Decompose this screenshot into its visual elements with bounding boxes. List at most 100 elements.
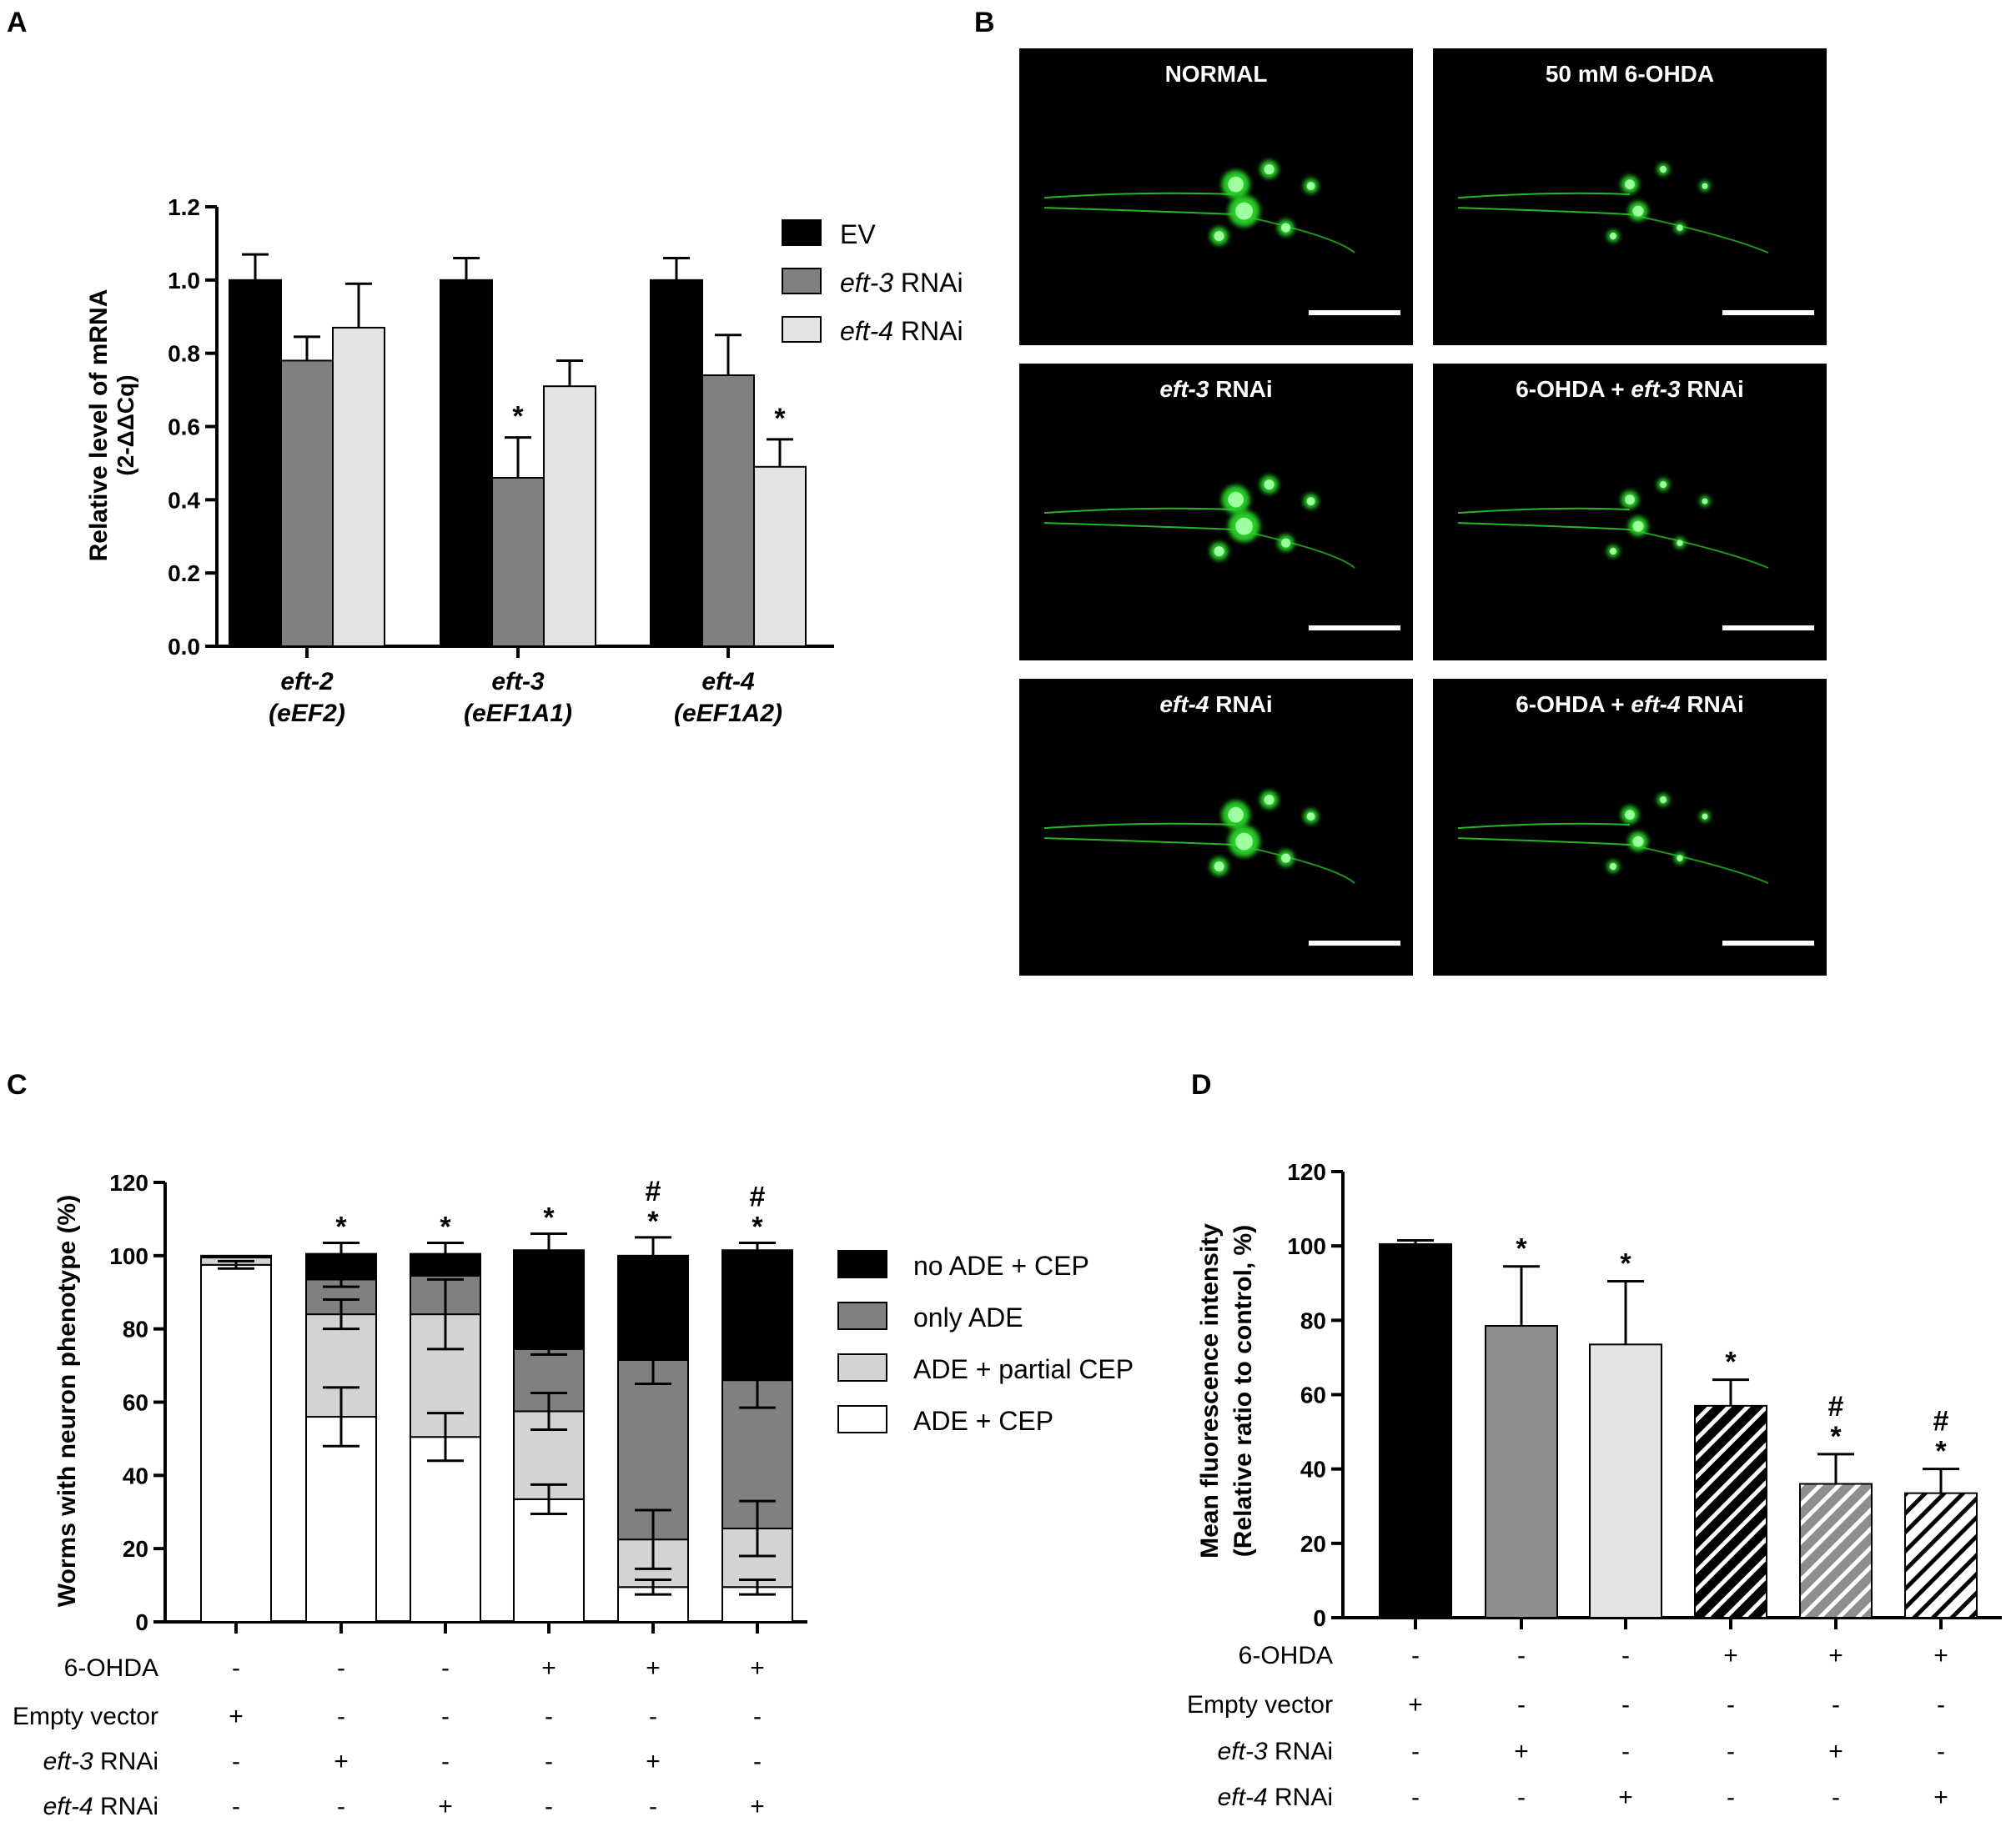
neuron-soma: [1702, 183, 1708, 189]
neuron-process: [1457, 192, 1631, 199]
neuron-process: [1629, 529, 1769, 570]
micrograph-title-suffix: RNAi: [1681, 691, 1744, 717]
neuron-process: [1043, 837, 1236, 846]
neuron-process: [1235, 213, 1355, 253]
c-table-cell: -: [441, 1748, 450, 1775]
neuron-process: [1235, 844, 1355, 884]
neuron-process: [1043, 507, 1236, 514]
c-table-cell: +: [646, 1748, 661, 1775]
c-table-cell: -: [232, 1793, 240, 1820]
c-table-cell: -: [545, 1703, 553, 1730]
d-table-cell: -: [1517, 1784, 1526, 1811]
a-category-sublabel: (eEF1A1): [464, 700, 572, 727]
c-table-row-label: eft-3 RNAi: [43, 1748, 158, 1775]
a-legend-label: eft-3 RNAi: [840, 268, 963, 298]
d-table-row-label-rest: RNAi: [1268, 1784, 1333, 1811]
c-stack-segment: [721, 1586, 793, 1624]
c-y-axis-tick-label: 80: [123, 1317, 148, 1343]
d-y-axis-tick-label: 120: [1287, 1159, 1326, 1185]
c-table-cell: -: [545, 1748, 553, 1775]
a-bar: [650, 279, 703, 647]
neuron-signal: [1043, 475, 1355, 569]
neuron-process: [1457, 207, 1631, 216]
neuron-soma: [1281, 853, 1291, 863]
a-bar: [440, 279, 493, 647]
neuron-soma: [1625, 179, 1635, 190]
neuron-soma: [1632, 205, 1644, 217]
a-bar: [543, 385, 596, 647]
c-stack-segment: [513, 1498, 585, 1623]
micrograph-title-italic: eft-3: [1159, 376, 1209, 402]
c-sig-hash: #: [646, 1176, 661, 1207]
d-sig-star: *: [1725, 1347, 1737, 1378]
c-legend-label: no ADE + CEP: [913, 1251, 1089, 1281]
d-table-cell: -: [1727, 1691, 1735, 1719]
c-sig-star: *: [647, 1206, 659, 1237]
micrograph-title-suffix: RNAi: [1681, 376, 1744, 402]
c-table-cell: -: [753, 1703, 762, 1730]
d-y-label-2: (Relative ratio to control, %): [1229, 1225, 1257, 1557]
a-legend-swatch: [782, 268, 822, 294]
c-table-cell: +: [750, 1654, 765, 1682]
micrograph-title-italic: eft-4: [1159, 691, 1209, 717]
chart-c: 0 20 40 60 80 100 120 Worms with neuron phenoty…: [13, 1170, 1134, 1820]
c-table-cell: -: [337, 1703, 345, 1730]
neuron-soma: [1281, 538, 1291, 548]
c-y-label: Worms with neuron phenotype (%): [53, 1195, 81, 1607]
c-table-cell: +: [750, 1793, 765, 1820]
c-table-row-label: eft-4 RNAi: [43, 1793, 158, 1820]
neuron-soma: [1625, 494, 1635, 505]
a-y-label: Relative level of mRNA: [85, 289, 113, 562]
a-y-axis-tick-label: 0.4: [168, 487, 200, 513]
d-table-cell: -: [1727, 1784, 1735, 1811]
scale-bar: [1309, 310, 1400, 315]
d-table-cell: -: [1411, 1642, 1420, 1669]
a-sig-star: *: [774, 403, 786, 434]
a-category-sublabel: (eEF2): [269, 700, 345, 727]
a-legend-swatch: [782, 316, 822, 343]
neuron-process: [1043, 522, 1236, 531]
neuron-soma: [1609, 548, 1617, 555]
a-y-axis-tick-label: 1.2: [168, 194, 200, 220]
micrograph-panel: [1019, 48, 1413, 345]
neuron-process: [1235, 529, 1355, 569]
c-table-cell: -: [649, 1703, 657, 1730]
a-category-sublabel: (eEF1A2): [674, 700, 782, 727]
scale-bar: [1722, 310, 1814, 315]
c-table-cell: +: [438, 1793, 453, 1820]
d-sig-star: *: [1516, 1233, 1527, 1265]
d-table-cell: -: [1937, 1738, 1945, 1765]
scale-bar: [1722, 941, 1814, 946]
panel-letter-d: D: [1191, 1069, 1212, 1101]
neuron-soma: [1235, 202, 1254, 220]
neuron-process: [1043, 207, 1236, 216]
d-table-cell: +: [1828, 1642, 1843, 1669]
d-table-row-label: Empty vector: [1187, 1691, 1333, 1719]
neuron-signal: [1043, 160, 1355, 253]
c-table-row-label-italic: eft-4: [43, 1793, 93, 1820]
d-y-axis-tick-label: 40: [1300, 1457, 1326, 1483]
a-legend-label-rest: EV: [840, 219, 876, 249]
d-table-cell: -: [1411, 1738, 1420, 1765]
c-legend-label: only ADE: [913, 1303, 1023, 1333]
c-table-cell: +: [334, 1748, 349, 1775]
c-y-axis-tick-label: 40: [123, 1463, 148, 1488]
micrograph-title: 6-OHDA + eft-4 RNAi: [1516, 691, 1744, 717]
d-table-row-label: eft-3 RNAi: [1218, 1738, 1333, 1765]
chart-d: 0 20 40 60 80 100 120 Mean fluorescence intensi…: [1187, 1159, 2002, 1811]
neuron-process: [1629, 844, 1769, 885]
c-stack-segment: [410, 1436, 481, 1623]
c-table-row-label-rest: 6-OHDA: [64, 1654, 158, 1682]
a-bar: [753, 465, 807, 648]
micrograph-title-suffix: RNAi: [1209, 376, 1272, 402]
micrograph-panel: [1433, 679, 1827, 976]
a-legend-label: eft-4 RNAi: [840, 316, 963, 346]
d-table-cell: +: [1408, 1691, 1423, 1719]
d-table-cell: +: [1828, 1738, 1843, 1765]
c-table-row-label: 6-OHDA: [64, 1654, 158, 1682]
a-legend-label-italic: eft-3: [840, 268, 893, 298]
scale-bar: [1309, 941, 1400, 946]
c-sig-star: *: [752, 1211, 763, 1242]
d-table-cell: -: [1832, 1784, 1840, 1811]
chart-a: 0.0 0.2 0.4 0.6 0.8 1.0 1.2 Relative level of m…: [85, 194, 963, 727]
